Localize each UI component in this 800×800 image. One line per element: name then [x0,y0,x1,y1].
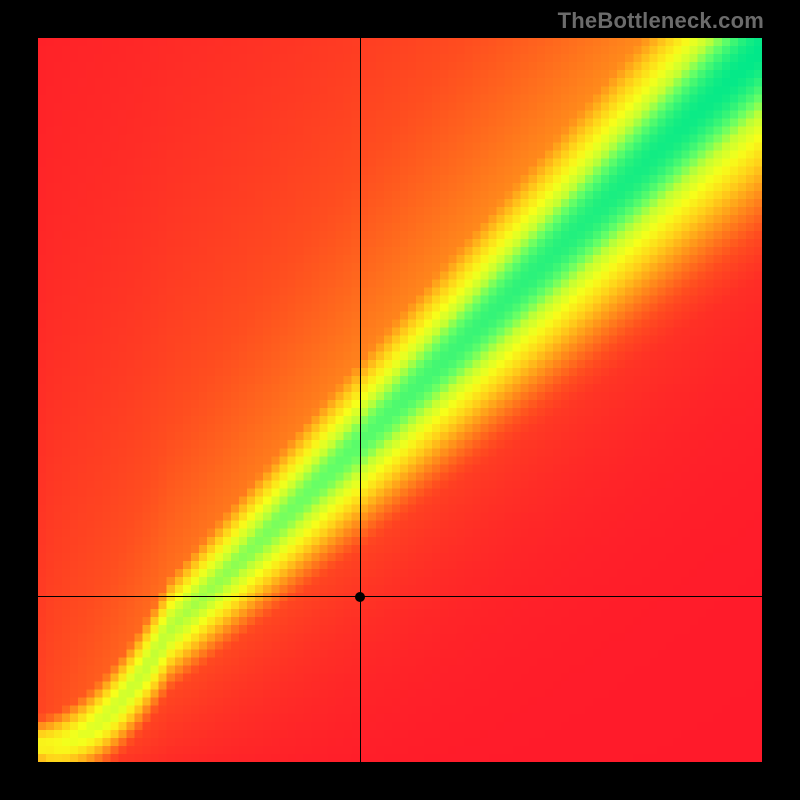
crosshair-horizontal [38,596,762,597]
plot-area [38,38,762,762]
watermark-text: TheBottleneck.com [558,8,764,34]
heatmap-canvas [38,38,762,762]
crosshair-vertical [360,38,361,762]
